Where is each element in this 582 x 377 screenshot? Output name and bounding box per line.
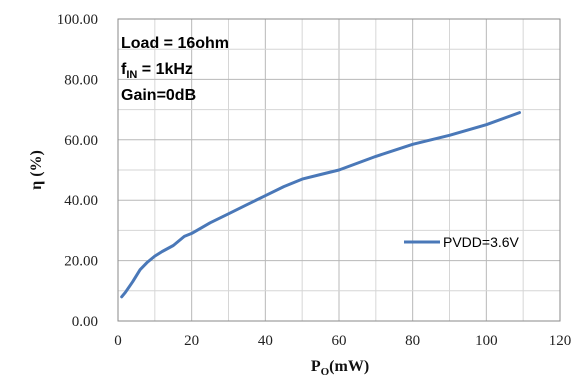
x-tick-label: 100 bbox=[475, 333, 498, 349]
y-axis-ticks: 0.00 20.00 40.00 60.00 80.00 100.00 bbox=[57, 12, 98, 330]
y-tick-label: 40.00 bbox=[64, 193, 98, 209]
plot-frame bbox=[117, 18, 561, 322]
x-tick-label: 0 bbox=[114, 333, 122, 349]
y-tick-label: 80.00 bbox=[64, 72, 98, 88]
y-tick-label: 100.00 bbox=[57, 12, 98, 28]
y-tick-label: 60.00 bbox=[64, 133, 98, 149]
grid bbox=[117, 18, 561, 322]
annotation-load: Load = 16ohm bbox=[121, 35, 229, 52]
x-axis-title: PO(mW) bbox=[311, 358, 369, 377]
y-axis-title: η (%) bbox=[28, 150, 45, 190]
x-tick-label: 120 bbox=[549, 333, 572, 349]
y-tick-label: 0.00 bbox=[72, 314, 98, 330]
legend: PVDD=3.6V bbox=[404, 234, 520, 250]
series-layer bbox=[120, 111, 521, 299]
x-tick-label: 40 bbox=[258, 333, 273, 349]
x-tick-label: 80 bbox=[405, 333, 420, 349]
annotation-frequency: fIN = 1kHz bbox=[121, 61, 193, 81]
series-line-pvdd-3-6v bbox=[120, 111, 521, 299]
x-tick-label: 20 bbox=[184, 333, 199, 349]
x-tick-label: 60 bbox=[332, 333, 347, 349]
annotation-gain: Gain=0dB bbox=[121, 87, 196, 104]
x-axis-ticks: 0 20 40 60 80 100 120 bbox=[114, 333, 571, 349]
y-tick-label: 20.00 bbox=[64, 254, 98, 270]
legend-label: PVDD=3.6V bbox=[443, 234, 520, 250]
